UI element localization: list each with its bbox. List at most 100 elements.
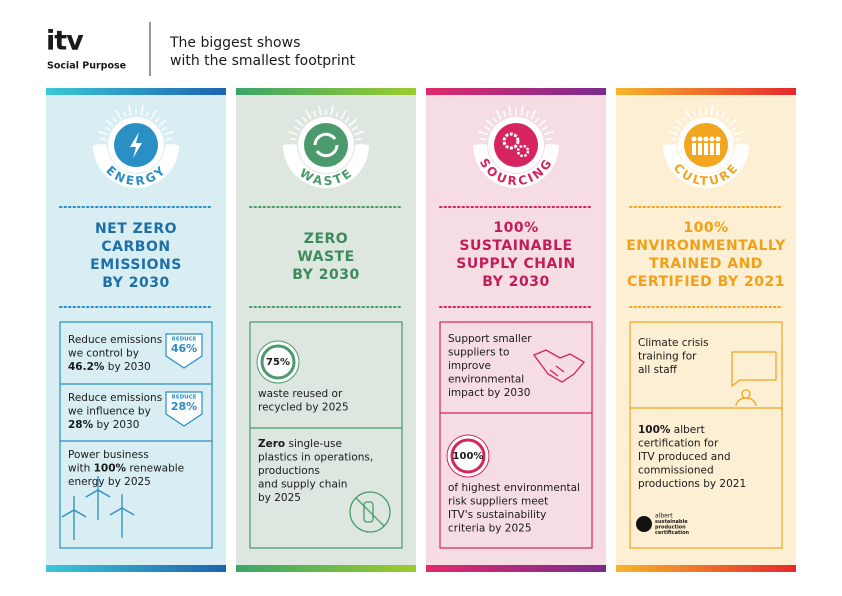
text-segment: commissioned: [638, 465, 714, 477]
sun-ray: [710, 105, 714, 116]
text-segment: Support smaller: [448, 333, 532, 345]
headline: CERTIFIED BY 2021: [627, 274, 785, 290]
no-plastic: [355, 497, 385, 527]
item-text: Climate crisis: [638, 337, 709, 349]
sun-ray: [478, 130, 489, 136]
albert-text: certification: [655, 530, 690, 536]
text-segment: productions: [258, 465, 320, 477]
icon-person: [704, 143, 708, 155]
trainee: [735, 397, 757, 407]
item-text: of highest environmental: [448, 482, 580, 494]
label-arc: [283, 144, 369, 188]
text-segment: by 2030: [93, 419, 139, 431]
item-text: Support smaller: [448, 333, 532, 345]
turbine-blade: [73, 509, 87, 518]
sun-ray: [348, 118, 358, 127]
sun-ray: [484, 126, 491, 131]
label-arc: [473, 144, 559, 188]
badge: [165, 333, 203, 369]
sun-ray: [534, 116, 540, 123]
sun-ray: [161, 126, 168, 131]
text-segment: recycled by 2025: [258, 402, 349, 414]
top-bar: [616, 88, 796, 95]
sun-ray: [104, 126, 111, 131]
item-text: Zero single-use: [258, 438, 342, 450]
icon-person: [691, 136, 697, 142]
sun-ray: [508, 105, 512, 116]
bottle: [363, 501, 374, 523]
sun-ray: [728, 118, 738, 127]
ring: [450, 438, 486, 474]
sun-ray: [735, 138, 742, 141]
sun-ray: [294, 126, 301, 131]
icon-gear: [502, 132, 520, 150]
text-segment: all staff: [638, 364, 678, 376]
sun-ray: [733, 130, 744, 136]
sun-ray: [502, 110, 507, 118]
item-text: by 2025: [258, 492, 301, 504]
sun-ray: [545, 138, 552, 141]
turbine-blade: [85, 489, 99, 498]
sun-ray: [520, 105, 524, 116]
item-text: and supply chain: [258, 479, 347, 491]
handshake: [532, 349, 585, 383]
ring-value: 100%: [453, 451, 484, 462]
sun-ray: [330, 105, 334, 116]
sun-ray: [353, 130, 364, 136]
sun-ray: [495, 109, 502, 120]
sun-ray: [340, 109, 347, 120]
item-text: Power business: [68, 449, 149, 461]
box: [629, 321, 783, 549]
text-segment: Reduce emissions: [68, 334, 162, 346]
item-text: Reduce emissions: [68, 392, 162, 404]
ring-value: 75%: [266, 357, 290, 368]
item-text: plastics in operations,: [258, 452, 373, 464]
item-text: we influence by: [68, 406, 151, 418]
sun-ray: [100, 138, 107, 141]
item-text: ITV's sustainability: [448, 509, 546, 521]
text-segment: ITV produced and: [638, 451, 731, 463]
text-segment: we control by: [68, 348, 139, 360]
icon-gear: [516, 144, 530, 158]
text-segment: of highest environmental: [448, 482, 580, 494]
item-text: we control by: [68, 348, 139, 360]
text-segment: single-use: [285, 438, 342, 450]
logo: itv: [46, 26, 84, 57]
sun-ray: [480, 138, 487, 141]
sun-ray: [335, 110, 340, 118]
item-text: recycled by 2025: [258, 402, 349, 414]
icon-person: [698, 143, 702, 155]
text-segment: 100%: [638, 424, 671, 436]
item-text: Reduce emissions: [68, 334, 162, 346]
top-bar: [236, 88, 416, 95]
sun-ray: [674, 126, 681, 131]
albert-mark: [636, 516, 652, 532]
tagline: with the smallest footprint: [170, 53, 356, 69]
item-text: risk suppliers meet: [448, 496, 548, 508]
text-segment: suppliers to: [448, 347, 509, 359]
albert-text: production: [655, 525, 686, 531]
label-arc: [93, 144, 179, 188]
badge-top: REDUCE: [172, 395, 197, 401]
item-text: certification for: [638, 438, 719, 450]
text-segment: we influence by: [68, 406, 151, 418]
text-segment: and supply chain: [258, 479, 347, 491]
text-segment: by 2030: [104, 361, 150, 373]
text-segment: Reduce emissions: [68, 392, 162, 404]
item-text: 28% by 2030: [68, 419, 139, 431]
badge-value: 28%: [171, 400, 197, 413]
icon-arrows: [313, 132, 339, 158]
headline: SUPPLY CHAIN: [456, 256, 575, 272]
item-text: energy by 2025: [68, 476, 151, 488]
sun-ray: [302, 116, 308, 123]
item-text: improve: [448, 360, 491, 372]
sun-ray: [720, 109, 727, 120]
icon-person: [709, 136, 715, 142]
text-segment: albert: [670, 424, 704, 436]
item-text: suppliers to: [448, 347, 509, 359]
bottom-bar: [236, 565, 416, 572]
albert-text: sustainable: [655, 519, 688, 525]
text-segment: ITV's sustainability: [448, 509, 546, 521]
icon-person: [715, 136, 721, 142]
text-segment: environmental: [448, 374, 524, 386]
